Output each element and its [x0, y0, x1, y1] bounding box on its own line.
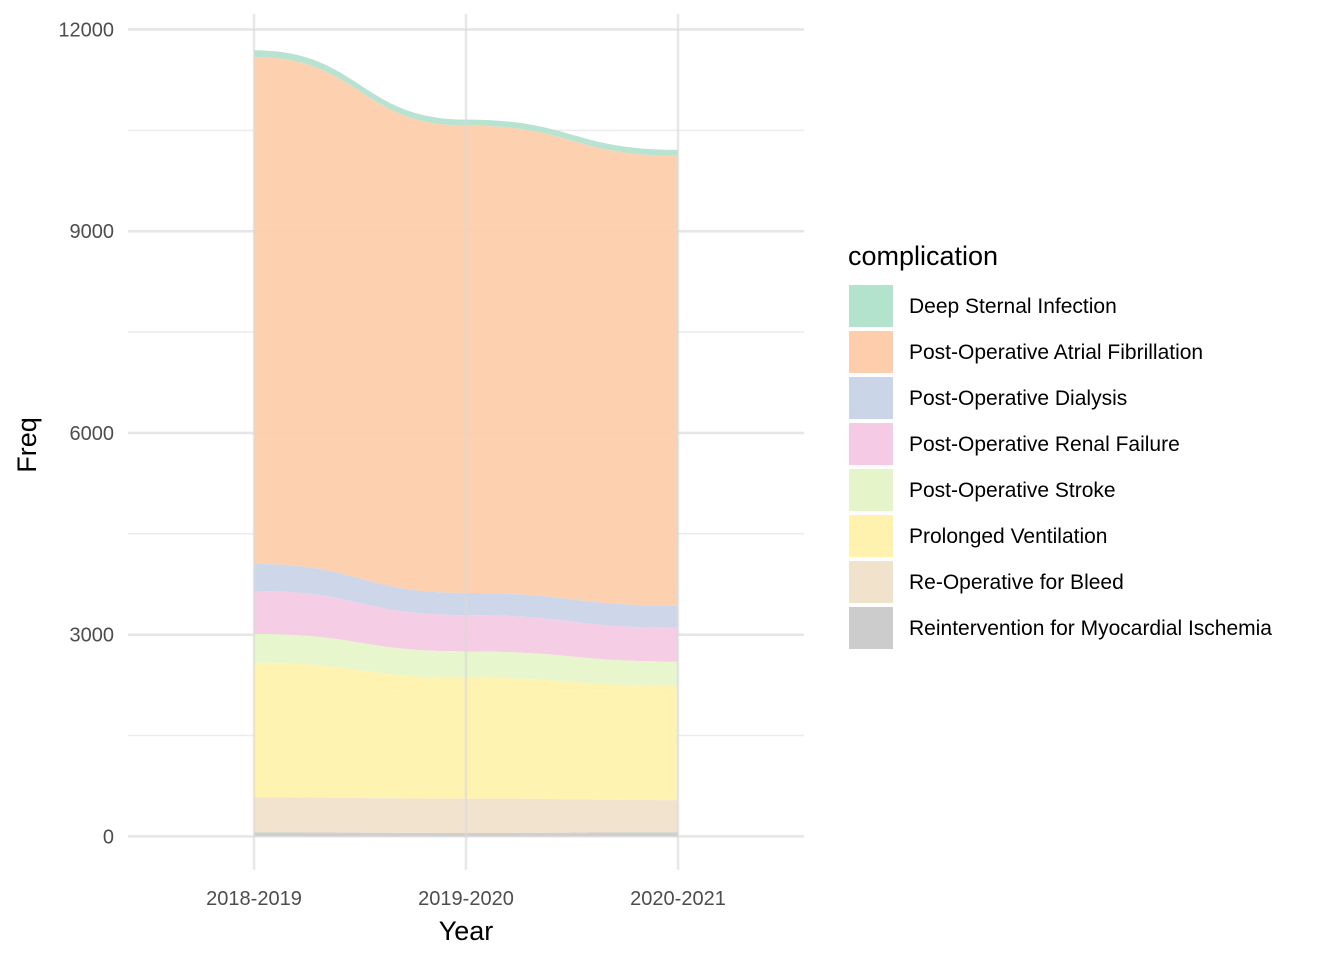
y-tick-label: 6000: [70, 423, 115, 445]
x-axis: 2018-2019 2019-2020 2020-2021: [206, 888, 726, 910]
legend-label-deep-sternal-infection: Deep Sternal Infection: [909, 295, 1117, 318]
legend-label-re-operative-for-bleed: Re-Operative for Bleed: [909, 571, 1124, 594]
legend-swatch-deep-sternal-infection: [849, 285, 893, 327]
area-layer: [252, 14, 680, 870]
legend-label-reintervention-for-myocardial-ischemia: Reintervention for Myocardial Ischemia: [909, 617, 1272, 640]
legend-label-post-operative-dialysis: Post-Operative Dialysis: [909, 387, 1127, 410]
y-tick-label: 12000: [58, 19, 114, 41]
x-tick-label: 2020-2021: [630, 888, 726, 910]
legend-title: complication: [848, 241, 998, 271]
legend-label-post-operative-atrial-fibrillation: Post-Operative Atrial Fibrillation: [909, 341, 1203, 364]
y-axis-title: Freq: [12, 417, 42, 473]
legend: complication Deep Sternal Infection Post-…: [848, 241, 1272, 649]
legend-swatch-post-operative-stroke: [849, 469, 893, 511]
y-tick-label: 0: [103, 826, 114, 848]
legend-swatch-re-operative-for-bleed: [849, 561, 893, 603]
legend-label-prolonged-ventilation: Prolonged Ventilation: [909, 525, 1108, 548]
x-axis-title: Year: [439, 916, 494, 946]
legend-label-post-operative-stroke: Post-Operative Stroke: [909, 479, 1116, 502]
y-axis: 0 3000 6000 9000 12000: [58, 19, 114, 848]
y-tick-label: 3000: [70, 625, 115, 647]
legend-label-post-operative-renal-failure: Post-Operative Renal Failure: [909, 433, 1180, 456]
area-deep-sternal-infection: [254, 50, 678, 156]
legend-swatch-post-operative-dialysis: [849, 377, 893, 419]
x-tick-label: 2018-2019: [206, 888, 302, 910]
legend-swatch-post-operative-atrial-fibrillation: [849, 331, 893, 373]
legend-swatch-prolonged-ventilation: [849, 515, 893, 557]
legend-swatch-post-operative-renal-failure: [849, 423, 893, 465]
legend-swatch-reintervention-for-myocardial-ischemia: [849, 607, 893, 649]
x-tick-label: 2019-2020: [418, 888, 514, 910]
y-tick-label: 9000: [70, 221, 115, 243]
